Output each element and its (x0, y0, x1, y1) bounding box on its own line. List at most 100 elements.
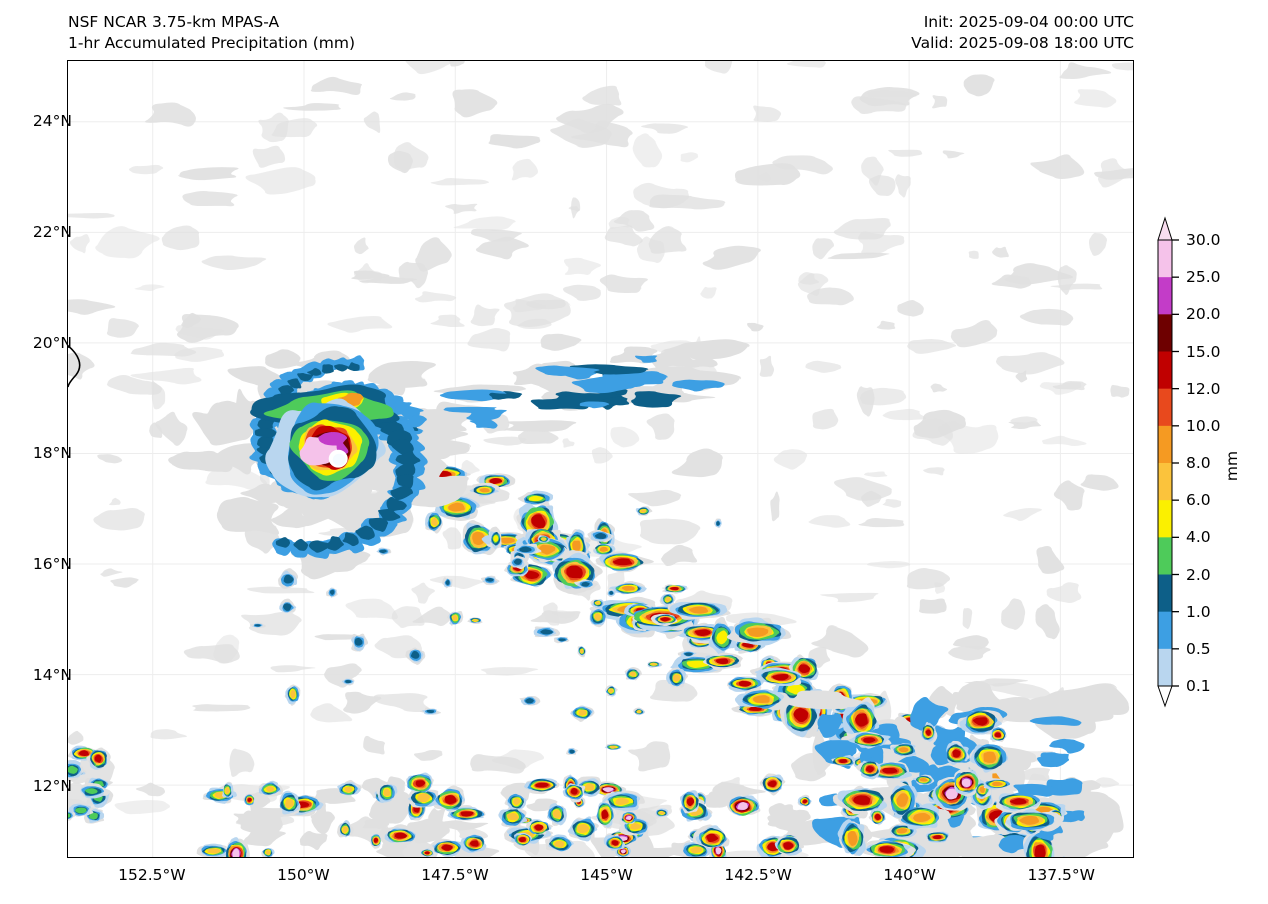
lat-tick-label: 12°N (32, 776, 72, 795)
convective-cell (624, 666, 643, 681)
convective-cell (376, 547, 392, 556)
convective-cell (258, 780, 284, 797)
convective-cell (836, 819, 868, 857)
convective-cell (261, 848, 275, 857)
valid-time: Valid: 2025-09-08 18:00 UTC (911, 34, 1134, 52)
convective-cell (424, 511, 444, 534)
lat-tick-label: 22°N (32, 222, 72, 241)
convective-cell (380, 827, 416, 846)
field-name: 1-hr Accumulated Precipitation (mm) (68, 34, 355, 52)
lon-tick-label: 140°W (883, 866, 937, 884)
model-name: NSF NCAR 3.75-km MPAS-A (68, 13, 280, 31)
convective-cell (708, 616, 738, 656)
convective-cell (842, 700, 880, 738)
colorbar-band (1158, 425, 1172, 464)
convective-cell (1004, 808, 1064, 832)
convective-cell (633, 707, 646, 716)
convective-cell (519, 695, 541, 706)
convective-cell (667, 601, 731, 620)
convective-cell (460, 834, 487, 854)
convective-cell (284, 684, 301, 706)
colorbar-tick-label: 1.0 (1186, 602, 1211, 621)
convective-cell (419, 707, 442, 715)
convective-cell (442, 577, 453, 589)
convective-cell (408, 787, 439, 808)
convective-cell (504, 792, 527, 810)
convective-cell (420, 848, 435, 857)
convective-cell (885, 781, 918, 820)
convective-cell (222, 781, 234, 799)
convective-cell (726, 617, 792, 646)
colorbar (1152, 214, 1192, 710)
convective-cell (605, 685, 618, 697)
colorbar-tick-label: 2.0 (1186, 565, 1211, 584)
convective-cell (912, 774, 935, 785)
colorbar-band (1158, 314, 1172, 352)
convective-cell (946, 740, 970, 766)
lat-tick-label: 18°N (32, 444, 72, 463)
convective-cell (196, 843, 227, 857)
convective-cell (759, 773, 786, 797)
precipitation-field (68, 61, 1133, 857)
model-title-block: NSF NCAR 3.75-km MPAS-A 1-hr Accumulated… (68, 12, 355, 54)
convective-cell (602, 791, 645, 813)
convective-cell (370, 832, 382, 850)
colorbar-gradient (1157, 216, 1179, 708)
colorbar-over-arrow (1157, 216, 1173, 241)
convective-cell (446, 610, 464, 626)
convective-cell (647, 661, 663, 668)
convective-cell (405, 772, 434, 793)
lon-tick-label: 152.5°W (118, 866, 186, 884)
convective-cell (868, 808, 887, 826)
colorbar-tick-label: 0.5 (1186, 639, 1211, 658)
convective-cell (666, 667, 689, 688)
convective-cell (447, 804, 487, 821)
convective-cell (855, 760, 881, 780)
convective-cell (832, 785, 888, 815)
convective-cell (498, 804, 528, 828)
colorbar-tick-label: 12.0 (1186, 379, 1221, 398)
convective-cell (562, 782, 586, 803)
convective-cell (570, 705, 595, 722)
convective-cell (734, 687, 791, 711)
convective-cell (890, 743, 918, 757)
convective-cell (897, 803, 951, 830)
convective-cell (590, 599, 605, 608)
convective-cell (654, 808, 669, 818)
convective-cell (533, 626, 561, 638)
convective-cell (467, 616, 483, 625)
coastline (68, 345, 81, 388)
convective-cell (592, 543, 617, 556)
convective-cell (779, 696, 821, 739)
colorbar-band (1158, 463, 1172, 501)
convective-cell (514, 832, 533, 848)
convective-cell (513, 543, 543, 555)
convective-cell (546, 802, 567, 826)
convective-cell (662, 584, 688, 594)
convective-cell (553, 636, 570, 644)
colorbar-band (1158, 574, 1172, 613)
colorbar-tick-label: 20.0 (1186, 305, 1221, 324)
convective-cell (279, 598, 297, 614)
map-plot-area (67, 60, 1134, 858)
convective-cell (68, 810, 76, 821)
colorbar-tick-label: 6.0 (1186, 491, 1211, 510)
init-time: Init: 2025-09-04 00:00 UTC (923, 13, 1134, 31)
convective-cell (756, 667, 802, 687)
convective-cell (337, 819, 354, 838)
convective-cell (405, 647, 426, 666)
convective-cell (516, 490, 554, 506)
convective-cell (595, 551, 654, 573)
convective-cell (679, 790, 699, 814)
convective-cell (924, 830, 952, 843)
convective-cell (523, 778, 560, 795)
convective-cell (677, 650, 699, 659)
convective-cell (702, 652, 743, 670)
colorbar-tick-label: 30.0 (1186, 231, 1221, 249)
convective-cell (831, 755, 856, 767)
convective-cell (488, 526, 502, 550)
convective-cell (80, 782, 110, 799)
convective-cell (726, 794, 762, 817)
convective-cell (1023, 831, 1057, 857)
lat-tick-label: 16°N (32, 555, 72, 574)
